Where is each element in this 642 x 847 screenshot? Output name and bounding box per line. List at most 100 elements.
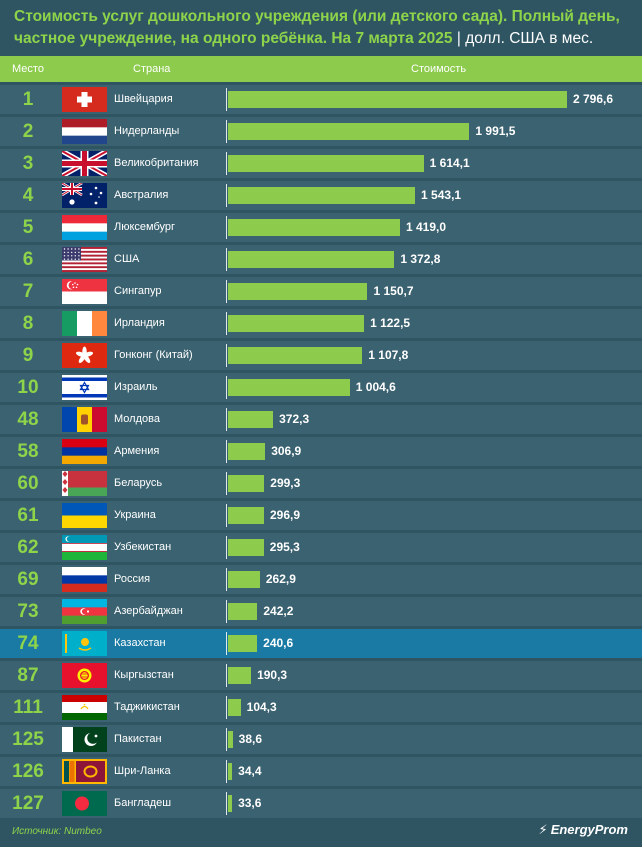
value-label: 1 150,7 <box>373 284 414 298</box>
armenia-flag <box>62 439 107 464</box>
bar <box>228 379 350 396</box>
sri-lanka-flag <box>62 759 107 784</box>
rank-label: 62 <box>17 537 39 558</box>
bar <box>228 315 365 332</box>
rank-label: 10 <box>17 377 39 398</box>
table-row: 69 Россия 262,9 <box>0 565 642 594</box>
value-label: 1 991,5 <box>475 124 516 138</box>
switzerland-flag <box>62 87 107 112</box>
moldova-flag <box>62 407 107 432</box>
table-row: 111 Таджикистан 104,3 <box>0 693 642 722</box>
table-row: 7 Сингапур 1 150,7 <box>0 277 642 306</box>
chart-title: Стоимость услуг дошкольного учреждения (… <box>14 6 634 50</box>
bar <box>228 507 264 524</box>
header-country: Страна <box>133 63 171 75</box>
axis-line <box>226 728 227 751</box>
bar <box>228 443 266 460</box>
table-row: 2 Нидерланды 1 991,5 <box>0 117 642 146</box>
rank-label: 1 <box>22 89 34 110</box>
value-label: 1 614,1 <box>429 156 470 170</box>
bar <box>228 187 416 204</box>
value-label: 2 796,6 <box>573 92 614 106</box>
value-label: 1 543,1 <box>421 188 462 202</box>
israel-flag <box>62 375 107 400</box>
country-label: Узбекистан <box>114 541 172 553</box>
table-row: 6 США 1 372,8 <box>0 245 642 274</box>
rank-label: 125 <box>12 729 44 750</box>
country-label: Люксембург <box>114 221 176 233</box>
value-label: 1 107,8 <box>368 348 409 362</box>
country-label: США <box>114 253 140 265</box>
value-label: 190,3 <box>257 668 288 682</box>
table-row: 9 Гонконг (Китай) 1 107,8 <box>0 341 642 370</box>
value-label: 34,4 <box>238 764 262 778</box>
value-label: 1 372,8 <box>400 252 441 266</box>
rank-label: 73 <box>17 601 39 622</box>
value-label: 306,9 <box>271 444 302 458</box>
ukraine-flag <box>62 503 107 528</box>
russia-flag <box>62 567 107 592</box>
bar <box>228 219 400 236</box>
country-label: Пакистан <box>114 733 162 745</box>
country-label: Великобритания <box>114 157 199 169</box>
bangladesh-flag <box>62 791 107 816</box>
axis-line <box>226 664 227 687</box>
axis-line <box>226 312 227 335</box>
rank-label: 6 <box>22 249 34 270</box>
table-row: 58 Армения 306,9 <box>0 437 642 466</box>
rank-label: 48 <box>17 409 39 430</box>
table-row: 60 Беларусь 299,3 <box>0 469 642 498</box>
table-row: 62 Узбекистан 295,3 <box>0 533 642 562</box>
uk-flag <box>62 151 107 176</box>
bar <box>228 699 241 716</box>
value-label: 1 419,0 <box>406 220 447 234</box>
axis-line <box>226 440 227 463</box>
rank-label: 60 <box>17 473 39 494</box>
value-label: 295,3 <box>269 540 300 554</box>
bar <box>228 347 363 364</box>
kyrgyzstan-flag <box>62 663 107 688</box>
ireland-flag <box>62 311 107 336</box>
bar <box>228 123 470 140</box>
table-row: 10 Израиль 1 004,6 <box>0 373 642 402</box>
bar <box>228 283 368 300</box>
rank-label: 111 <box>13 697 43 718</box>
luxembourg-flag <box>62 215 107 240</box>
axis-line <box>226 120 227 143</box>
bar <box>228 795 233 812</box>
axis-line <box>226 568 227 591</box>
brand-name: EnergyProm <box>550 822 628 837</box>
axis-line <box>226 280 227 303</box>
title-separator: | <box>452 30 466 47</box>
axis-line <box>226 152 227 175</box>
axis-line <box>226 536 227 559</box>
value-label: 104,3 <box>246 700 277 714</box>
table-row: 87 Кыргызстан 190,3 <box>0 661 642 690</box>
axis-line <box>226 504 227 527</box>
axis-line <box>226 408 227 431</box>
country-label: Австралия <box>114 189 169 201</box>
table-row: 127 Бангладеш 33,6 <box>0 789 642 818</box>
netherlands-flag <box>62 119 107 144</box>
header-rank: Место <box>12 63 44 75</box>
axis-line <box>226 600 227 623</box>
bar <box>228 155 424 172</box>
bar <box>228 635 258 652</box>
belarus-flag <box>62 471 107 496</box>
hong-kong-flag <box>62 343 107 368</box>
value-label: 372,3 <box>279 412 310 426</box>
country-label: Гонконг (Китай) <box>114 349 193 361</box>
rank-label: 74 <box>17 633 39 654</box>
country-label: Украина <box>114 509 156 521</box>
country-label: Шри-Ланка <box>114 765 171 777</box>
title-units: долл. США в мес. <box>465 30 594 47</box>
table-row: 1 Швейцария 2 796,6 <box>0 85 642 114</box>
table-row: 73 Азербайджан 242,2 <box>0 597 642 626</box>
rank-label: 126 <box>12 761 44 782</box>
value-label: 1 004,6 <box>355 380 396 394</box>
country-label: Молдова <box>114 413 160 425</box>
rank-label: 8 <box>22 313 34 334</box>
country-label: Бангладеш <box>114 797 172 809</box>
country-label: Беларусь <box>114 477 163 489</box>
country-label: Азербайджан <box>114 605 183 617</box>
